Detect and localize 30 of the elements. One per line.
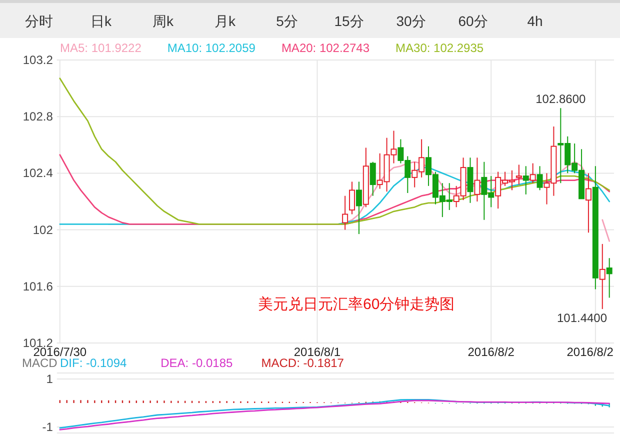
- text: MACD: -0.1817: [261, 356, 344, 370]
- text: MA30: 102.2935: [396, 41, 484, 55]
- y-tick-label: 102: [32, 222, 54, 237]
- text: MA10: 102.2059: [167, 41, 256, 55]
- text: DEA: -0.0185: [160, 356, 234, 370]
- text: 5分: [276, 13, 298, 29]
- annotation: 101.4400: [556, 311, 608, 325]
- y-tick-label: 102.4: [22, 166, 54, 180]
- x-tick-label: 2016/8/2: [468, 345, 515, 359]
- y-tick-label: 101.6: [22, 279, 54, 294]
- y-tick-label: 1: [46, 372, 54, 386]
- y-tick-label: 103.2: [22, 53, 54, 67]
- text: 分时: [25, 13, 53, 29]
- text: 15分: [334, 13, 364, 29]
- text: 日k: [90, 13, 112, 29]
- text: DIF: -0.1094: [60, 356, 128, 370]
- text: 周k: [152, 13, 174, 29]
- y-tick-label: 102.8: [22, 110, 54, 124]
- text: 月k: [214, 13, 236, 29]
- x-tick-label: 2016/8/2: [566, 345, 614, 359]
- legend-title: MACD: [22, 356, 58, 370]
- y-tick-label: -1: [42, 420, 54, 434]
- annotation: 美元兑日元汇率60分钟走势图: [258, 296, 455, 313]
- annotation: 102.8600: [536, 92, 586, 106]
- text: 4h: [527, 13, 543, 29]
- text: 60分: [458, 13, 488, 29]
- text: MA5: 101.9222: [60, 41, 142, 55]
- text: MA20: 102.2743: [281, 41, 370, 55]
- text: 30分: [396, 13, 426, 29]
- x-tick-label: 2016/8/1: [294, 345, 341, 359]
